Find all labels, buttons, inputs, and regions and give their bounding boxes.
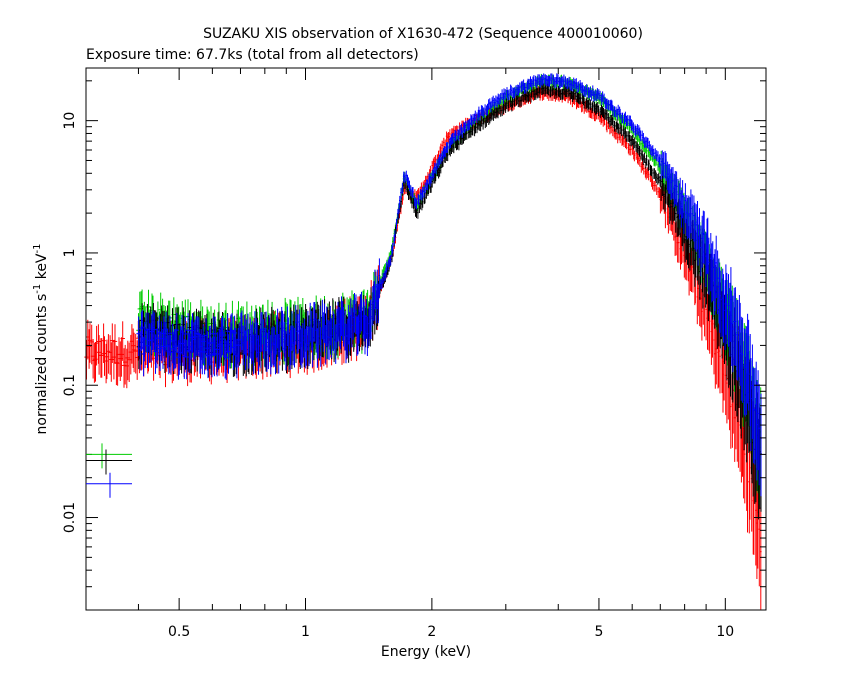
series-3	[136, 73, 762, 497]
ticks	[85, 68, 766, 611]
data-layer	[84, 73, 762, 610]
y-axis-label: normalized counts s-1 keV-1	[32, 244, 50, 435]
y-axis-label-main: normalized counts s	[34, 294, 50, 435]
plot-frame	[85, 67, 767, 611]
y-tick-label: 1	[62, 248, 78, 257]
y-axis-label-unit: keV	[34, 253, 50, 284]
y-axis-label-exp1: -1	[32, 284, 43, 294]
tick-layer: 0.5 1 2 5 10 0.01 0.1 1 10	[62, 68, 766, 640]
x-tick-label: 10	[716, 624, 734, 640]
y-axis-label-exp2: -1	[32, 244, 43, 254]
y-tick-label: 0.1	[62, 374, 78, 396]
x-axis-label: Energy (keV)	[381, 644, 471, 660]
chart-title: SUZAKU XIS observation of X1630-472 (Seq…	[203, 26, 643, 42]
x-tick-label: 1	[301, 624, 310, 640]
x-tick-label: 5	[594, 624, 603, 640]
y-tick-label: 10	[62, 112, 78, 130]
chart-subtitle: Exposure time: 67.7ks (total from all de…	[86, 47, 419, 63]
y-tick-label: 0.01	[62, 502, 78, 533]
x-tick-label: 2	[427, 624, 436, 640]
legend-markers	[86, 443, 132, 498]
x-tick-label: 0.5	[168, 624, 190, 640]
